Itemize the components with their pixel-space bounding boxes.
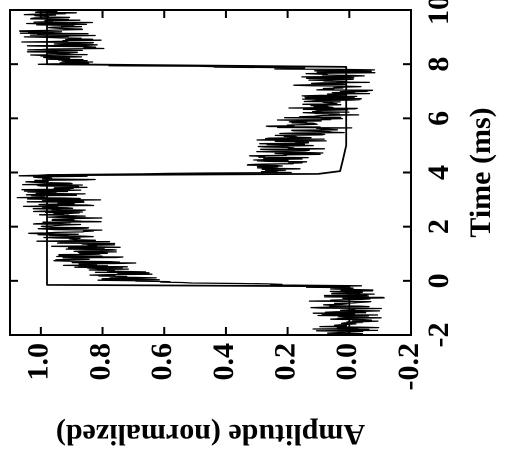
noisy-series-line [16, 9, 385, 336]
time-tick-label: 10 [422, 0, 455, 25]
time-tick-label: 2 [422, 219, 455, 234]
time-tick-label: 8 [422, 57, 455, 72]
amplitude-tick-label: 0.6 [145, 343, 178, 381]
amplitude-axis-label: Amplitude (normalized) [56, 418, 365, 451]
time-tick-label: -2 [422, 323, 455, 348]
amplitude-tick-label: 1.0 [22, 343, 55, 381]
amplitude-axis-tick-labels: -0.2 0.0 0.2 0.4 0.6 0.8 1.0 [22, 343, 425, 391]
amplitude-tick-label: 0.4 [207, 343, 240, 381]
noisy-series-path [16, 9, 385, 336]
time-tick-label: 6 [422, 111, 455, 126]
smooth-series-line [46, 10, 351, 335]
amplitude-tick-label: 0.8 [83, 343, 116, 381]
time-tick-label: 0 [422, 273, 455, 288]
smooth-series-path [46, 10, 351, 335]
time-axis-tick-labels: -2 0 2 4 6 8 10 [422, 0, 455, 348]
time-tick-label: 4 [422, 165, 455, 180]
plot-area [16, 9, 385, 336]
time-axis-label: Time (ms) [464, 107, 497, 237]
amplitude-tick-label: -0.2 [392, 343, 425, 391]
amplitude-tick-label: 0.2 [269, 343, 302, 381]
time-axis-ticks [10, 9, 411, 336]
amplitude-axis-ticks [39, 10, 412, 335]
amplitude-tick-label: 0.0 [330, 343, 363, 381]
